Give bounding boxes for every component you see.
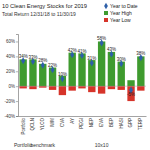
subtitle: Total Return 12/31/18 to 11/30/19 <box>2 11 76 17</box>
x-tick-label: Portfolio <box>21 118 26 135</box>
x-tick-label: EVA <box>99 118 104 127</box>
y-tick-label: 0% <box>8 84 15 89</box>
bar <box>98 86 105 93</box>
x-tick: BEP <box>109 116 114 127</box>
data-label: 41% <box>77 49 86 54</box>
x-tick: IWM <box>50 116 55 127</box>
x-tick: HASI <box>119 116 124 129</box>
bar <box>127 86 134 101</box>
y-tick: 0% <box>8 84 18 89</box>
x-tick-label: PEGI <box>79 118 84 129</box>
bar-series <box>19 41 144 86</box>
legend: Year to DateYear HighYear Low <box>104 3 138 23</box>
y-tick-label: -40% <box>4 114 15 119</box>
bar <box>98 41 105 86</box>
bar <box>118 86 125 90</box>
y-tick-mark <box>16 116 18 117</box>
bar <box>88 60 95 86</box>
data-label: 58% <box>97 36 106 41</box>
y-tick: -20% <box>4 99 18 104</box>
bar <box>127 80 134 86</box>
x-tick: TERP <box>138 116 143 130</box>
data-label: 42% <box>68 48 77 53</box>
y-axis: -40% -20% 0% 20% 40% 60% <box>4 35 18 119</box>
data-labels: 34%33%28%22%10% 42%41%31% 58% 43%30% -5% 38% <box>19 36 146 97</box>
bar <box>88 86 95 92</box>
y-tick-label: 60% <box>6 39 15 44</box>
data-label: 34% <box>19 54 28 59</box>
data-label: 22% <box>48 63 57 68</box>
x-tick: NEP <box>89 116 94 127</box>
x-tick: YLCO <box>40 116 45 130</box>
x-tick-label: GPP <box>128 118 133 128</box>
title: 10 Clean Energy Stocks for 2019 <box>2 3 87 9</box>
x-tick-label: IWM <box>50 118 55 127</box>
x-tick: CVA <box>60 116 65 127</box>
data-label: -5% <box>127 92 135 97</box>
x-tick: EVA <box>99 116 104 127</box>
x-tick: Portfolio <box>21 116 26 135</box>
y-tick-label: -20% <box>4 99 15 104</box>
bar <box>137 86 144 90</box>
legend-swatch <box>104 11 108 15</box>
bar <box>108 86 115 89</box>
y-tick-mark <box>16 71 18 72</box>
y-tick-mark <box>16 41 18 42</box>
y-tick: 40% <box>6 54 18 59</box>
legend-swatch <box>104 18 108 22</box>
x-tick: GPP <box>128 116 133 128</box>
x-tick-label: HASI <box>119 118 124 129</box>
y-tick-mark <box>16 101 18 102</box>
data-label: 38% <box>136 51 145 56</box>
bar <box>69 86 76 90</box>
chart-svg: 10 Clean Energy Stocks for 2019 Total Ret… <box>0 0 150 150</box>
plot-area <box>18 39 146 101</box>
y-tick-mark <box>16 86 18 87</box>
bar <box>29 86 36 89</box>
x-tick: AY <box>70 116 75 124</box>
bar <box>59 76 66 86</box>
bar <box>59 86 66 95</box>
data-label: 10% <box>58 72 67 77</box>
x-tick-label: TERP <box>138 118 143 130</box>
bar <box>19 86 26 88</box>
zero-line <box>18 86 146 87</box>
x-tick-label: QCLN <box>30 118 35 131</box>
x-axis: Portfolio QCLN YLCO IWM CVA AY PEGI NEP EVA BEP HA… <box>19 116 147 135</box>
y-tick: 60% <box>6 39 18 44</box>
marker-series <box>21 39 143 93</box>
bar-series <box>19 86 144 101</box>
x-tick-label: CVA <box>60 118 65 127</box>
chart-container: 10 Clean Energy Stocks for 2019 Total Ret… <box>0 0 150 150</box>
legend-label: Year Low <box>110 17 131 23</box>
bar <box>49 86 56 90</box>
data-label: 43% <box>107 47 116 52</box>
y-tick-label: 20% <box>6 69 15 74</box>
data-label: 33% <box>28 55 37 60</box>
bar <box>78 86 85 88</box>
x-tick-label: YLCO <box>40 118 45 131</box>
x-tick-label: NEP <box>89 118 94 127</box>
bar <box>39 86 46 87</box>
x-tick: PEGI <box>79 116 84 129</box>
x-tick: QCLN <box>30 116 35 131</box>
legend-marker <box>104 3 108 9</box>
x-axis-line <box>19 116 147 117</box>
group-label: 10x10 <box>95 142 109 148</box>
data-label: 30% <box>117 57 126 62</box>
group-labels: Portfoliobenchmark10x10 <box>14 142 109 148</box>
legend-label: Year High <box>110 10 132 16</box>
y-tick-label: 40% <box>6 54 15 59</box>
group-label: benchmark <box>30 142 55 148</box>
x-tick-label: BEP <box>109 118 114 127</box>
data-label: 31% <box>87 56 96 61</box>
data-label: 28% <box>38 58 47 63</box>
y-tick: -40% <box>4 114 18 119</box>
legend-label: Year to Date <box>110 3 138 9</box>
y-axis-line <box>16 35 19 117</box>
x-tick-label: AY <box>70 118 75 124</box>
y-tick: 20% <box>6 69 18 74</box>
